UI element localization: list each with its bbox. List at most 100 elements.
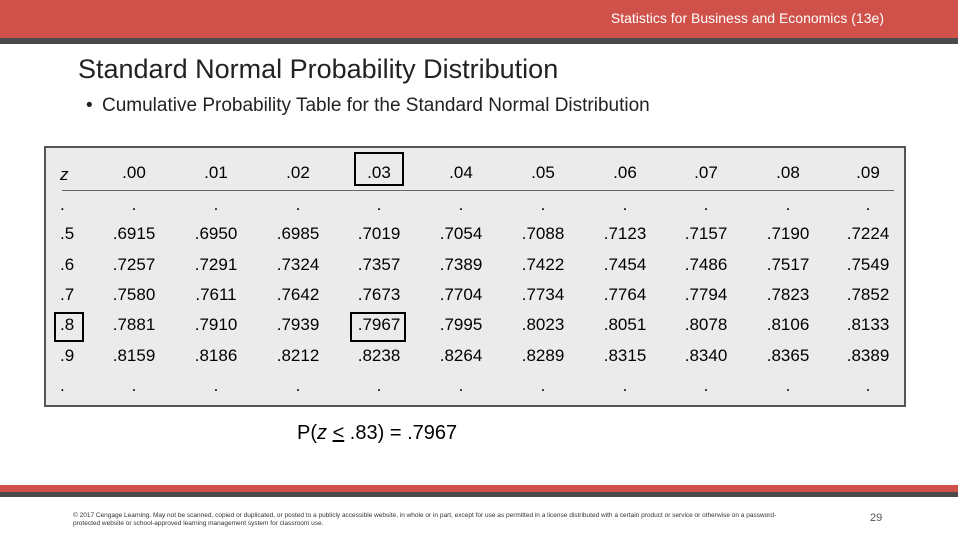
table-cell: .7967 — [357, 315, 401, 334]
prob-rest: .83) = .7967 — [344, 422, 458, 444]
table-cell: .7123 — [603, 224, 647, 243]
table-cell: .7549 — [846, 255, 890, 274]
bullet-item: • Cumulative Probability Table for the St… — [86, 95, 650, 117]
table-cell: . — [295, 376, 301, 395]
table-cell: .8238 — [357, 346, 401, 365]
footer-bar — [0, 485, 958, 492]
table-cell: .8289 — [521, 346, 565, 365]
table-cell: .7157 — [684, 224, 728, 243]
bullet-icon: • — [86, 95, 93, 116]
slide-title: Standard Normal Probability Distribution — [78, 54, 559, 84]
table-cell: .7357 — [357, 255, 401, 274]
table-cell: . — [703, 195, 709, 214]
table-cell: .7823 — [766, 285, 810, 304]
table-cell: .8133 — [846, 315, 890, 334]
column-header: .03 — [367, 163, 391, 182]
table-cell: .7190 — [766, 224, 810, 243]
column-header: .00 — [122, 163, 146, 182]
table-cell: . — [213, 195, 219, 214]
table-cell: .7580 — [112, 285, 156, 304]
table-header-rule — [62, 190, 894, 191]
table-cell: . — [785, 195, 791, 214]
table-cell: .7611 — [195, 285, 237, 304]
table-cell: .7939 — [276, 315, 320, 334]
page-number: 29 — [870, 512, 883, 524]
table-cell: .8078 — [684, 315, 728, 334]
column-header: .01 — [204, 163, 228, 182]
table-cell: .6950 — [194, 224, 238, 243]
table-cell: . — [622, 376, 628, 395]
table-cell: .7224 — [846, 224, 890, 243]
highlight-row-box — [54, 312, 84, 342]
table-cell: .7257 — [112, 255, 156, 274]
table-cell: .6985 — [276, 224, 320, 243]
row-z-label: .8 — [60, 315, 75, 334]
table-cell: . — [540, 376, 546, 395]
column-header: .07 — [694, 163, 718, 182]
prob-relation: < — [332, 422, 345, 444]
table-cell: .7704 — [439, 285, 483, 304]
table-cell: .7642 — [276, 285, 320, 304]
table-cell: .8340 — [684, 346, 728, 365]
table-cell: .7291 — [194, 255, 238, 274]
table-cell: .6915 — [112, 224, 156, 243]
table-cell: .7054 — [439, 224, 483, 243]
table-cell: . — [540, 195, 546, 214]
table-cell: .7517 — [766, 255, 810, 274]
table-cell: .7910 — [194, 315, 238, 334]
header-bar — [0, 0, 958, 38]
table-cell: .8106 — [766, 315, 810, 334]
table-cell: . — [865, 195, 871, 214]
table-cell: .8159 — [112, 346, 156, 365]
table-cell: . — [213, 376, 219, 395]
table-cell: . — [131, 195, 137, 214]
table-cell: .7734 — [521, 285, 565, 304]
table-cell: . — [458, 195, 464, 214]
table-cell: .8389 — [846, 346, 890, 365]
table-cell: .7019 — [357, 224, 401, 243]
table-cell: . — [458, 376, 464, 395]
course-title: Statistics for Business and Economics (1… — [610, 10, 884, 26]
column-header: .09 — [856, 163, 880, 182]
copyright-notice: © 2017 Cengage Learning. May not be scan… — [73, 512, 777, 527]
table-cell: .8051 — [603, 315, 647, 334]
table-cell: . — [703, 376, 709, 395]
table-cell: .7422 — [521, 255, 565, 274]
row-z-label: .5 — [60, 224, 75, 243]
column-header: .08 — [776, 163, 800, 182]
column-header: .02 — [286, 163, 310, 182]
table-cell: .8264 — [439, 346, 483, 365]
table-cell: .7324 — [276, 255, 320, 274]
table-cell: .8212 — [276, 346, 320, 365]
table-cell: . — [622, 195, 628, 214]
table-cell: .7852 — [846, 285, 890, 304]
table-cell: .7673 — [357, 285, 401, 304]
column-header: .06 — [613, 163, 637, 182]
row-z-label: .6 — [60, 255, 75, 274]
header-divider — [0, 38, 958, 44]
bullet-text: Cumulative Probability Table for the Sta… — [102, 95, 650, 116]
column-header: .05 — [531, 163, 555, 182]
table-cell: . — [131, 376, 137, 395]
highlight-column-box — [354, 152, 404, 186]
table-cell: .8315 — [603, 346, 647, 365]
row-z-label: . — [60, 376, 65, 395]
row-z-label: .9 — [60, 346, 75, 365]
table-cell: .7088 — [521, 224, 565, 243]
table-cell: .7389 — [439, 255, 483, 274]
probability-table — [44, 146, 906, 407]
table-cell: .8186 — [194, 346, 238, 365]
table-cell: .7764 — [603, 285, 647, 304]
row-z-label: . — [60, 195, 65, 214]
table-cell: .7995 — [439, 315, 483, 334]
table-cell: .7794 — [684, 285, 728, 304]
table-cell: . — [376, 195, 382, 214]
table-cell: . — [376, 376, 382, 395]
prob-prefix: P( — [297, 422, 317, 444]
row-z-label: .7 — [60, 285, 75, 304]
probability-statement: P(z < .83) = .7967 — [297, 422, 457, 445]
table-cell: .7881 — [112, 315, 156, 334]
table-cell: . — [295, 195, 301, 214]
table-cell: . — [785, 376, 791, 395]
column-header: .04 — [449, 163, 473, 182]
